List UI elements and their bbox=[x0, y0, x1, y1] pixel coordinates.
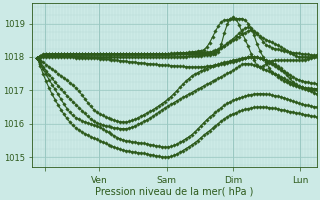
X-axis label: Pression niveau de la mer( hPa ): Pression niveau de la mer( hPa ) bbox=[95, 187, 253, 197]
